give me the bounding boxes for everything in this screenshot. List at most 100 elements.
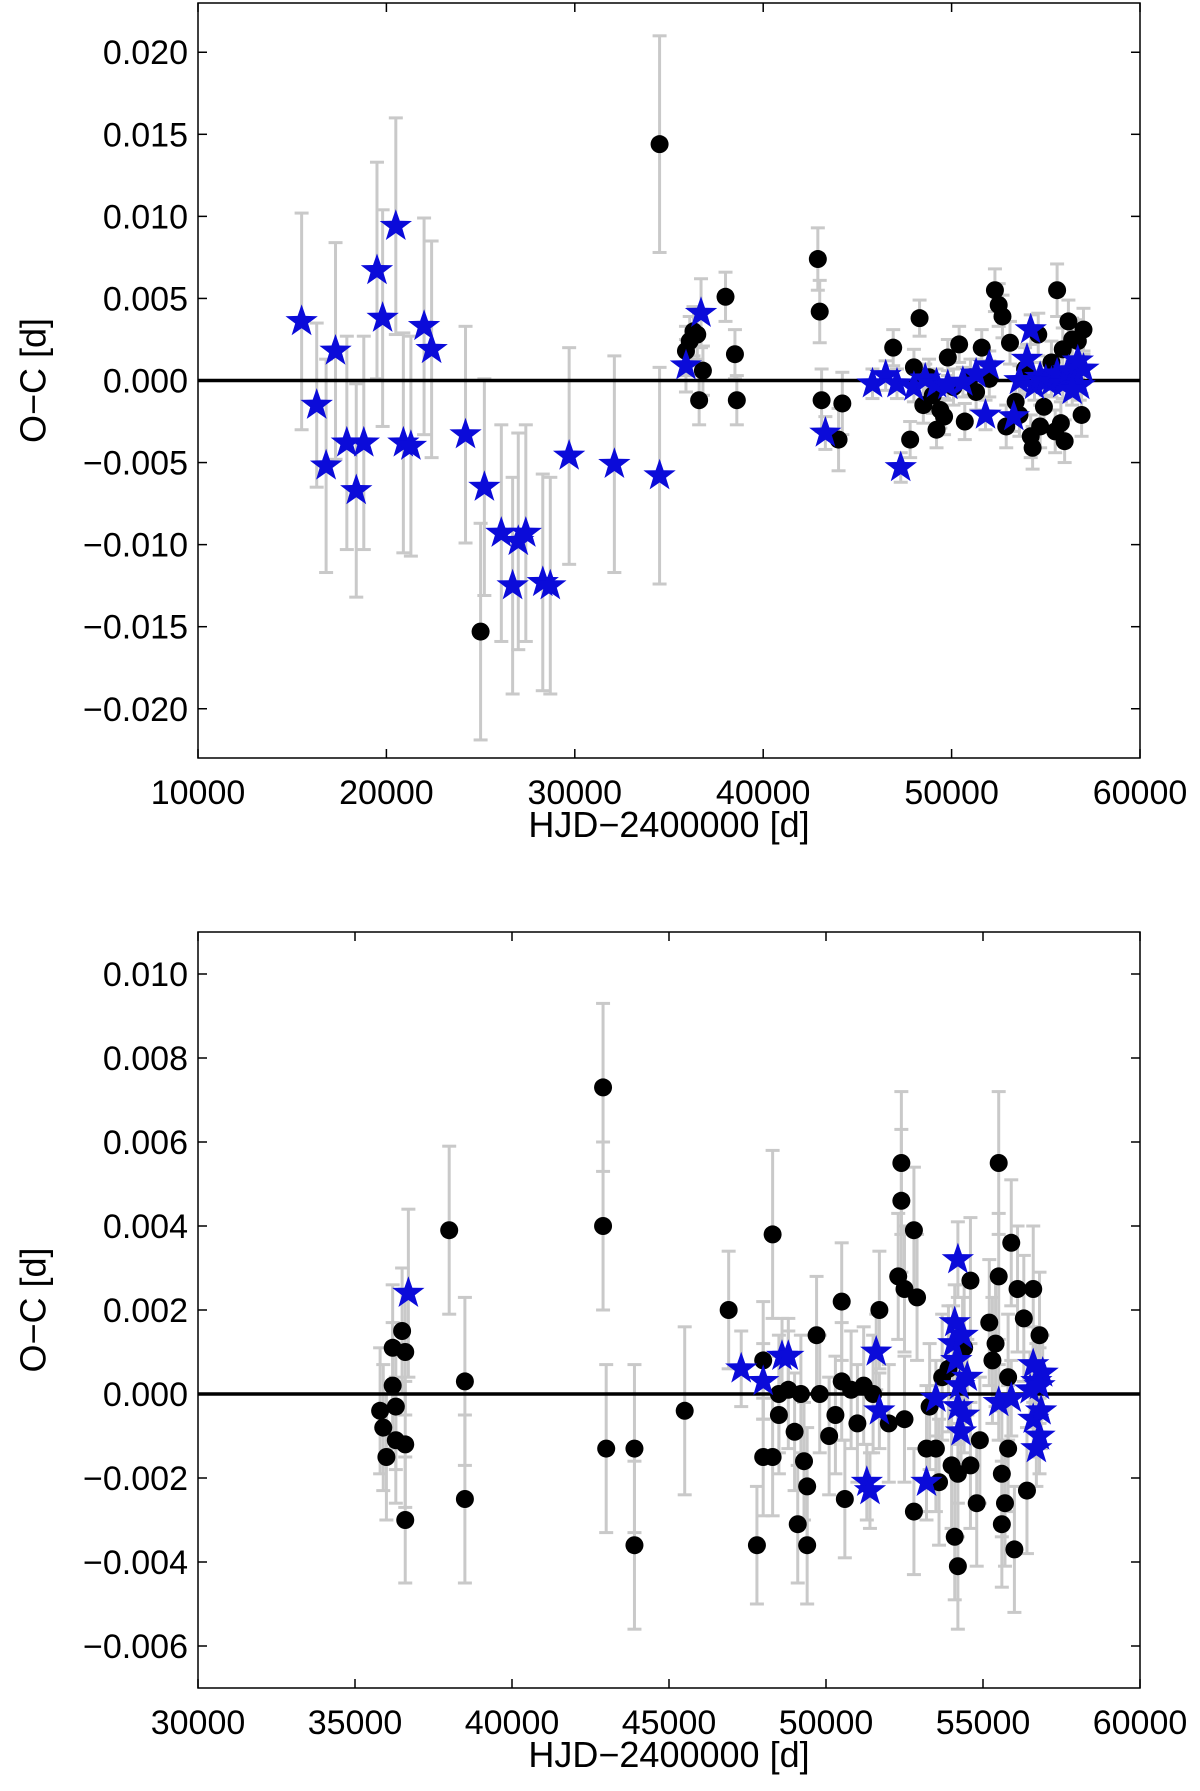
data-point-circle [1059,312,1078,331]
data-point-star [1063,368,1096,400]
data-point-circle [377,1448,396,1466]
data-point-circle [594,1217,613,1235]
data-point-circle [999,1368,1018,1387]
y-tick-label: −0.015 [83,609,188,647]
x-axis-label: HJD−2400000 [d] [528,804,809,845]
data-point-circle [848,1414,867,1433]
data-point-star [300,388,333,419]
data-point-circle [791,1385,810,1403]
data-point-circle [908,1288,927,1307]
data-point-circle [833,394,852,413]
data-point-circle [935,407,954,426]
data-point-circle [810,302,829,321]
x-tick-label: 60000 [1093,774,1188,812]
data-point-star [415,332,448,364]
data-point-circle [993,307,1012,326]
data-point-star [553,439,586,470]
data-point-circle [810,1385,829,1403]
data-point-circle [625,1439,644,1458]
x-tick-label: 55000 [936,1704,1031,1742]
data-point-circle [892,1191,911,1210]
data-point-circle [440,1221,459,1240]
data-point-star [941,1242,974,1274]
data-point-circle [393,1322,412,1340]
data-point-star [1023,1419,1056,1450]
data-point-star [347,425,380,457]
y-tick-label: −0.005 [83,445,188,483]
x-tick-label: 30000 [151,1704,246,1742]
data-point-circle [926,1439,945,1458]
x-tick-label: 50000 [779,1704,874,1742]
data-point-circle [826,1406,845,1424]
data-point-star [1061,343,1094,375]
data-point-star [860,1335,893,1366]
data-point-star [319,334,352,365]
data-point-star [360,253,394,285]
x-axis-label: HJD−2400000 [d] [528,1734,809,1775]
data-point-star [948,1398,981,1429]
data-point-star [884,450,917,482]
data-point-circle [1005,1540,1024,1559]
data-point-circle [1048,281,1067,300]
data-point-circle [938,348,957,367]
data-point-circle [594,1078,613,1097]
data-point-star [982,1385,1015,1417]
data-point-star [1014,312,1047,344]
data-point-circle [992,1515,1011,1534]
x-tick-label: 10000 [151,774,246,812]
data-point-star [973,348,1006,380]
y-tick-label: 0.000 [103,363,188,401]
data-point-star [997,399,1030,431]
data-point-star [747,1364,780,1396]
data-point-circle [1001,333,1020,352]
data-point-star [669,348,703,380]
data-point-star [340,473,373,505]
data-point-circle [884,338,903,357]
data-point-circle [961,1456,980,1475]
data-point-circle [970,1431,989,1450]
bottom-panel: 30000 35000 40000 45000 50000 55000 60000 −0.00… [13,931,1187,1775]
data-point-circle [961,1271,980,1290]
data-point-star [598,447,631,478]
data-point-circle [972,338,991,357]
x-tick-label: 50000 [904,774,999,812]
top-panel: 10000 20000 30000 40000 50000 60000 −0.020 −0.0… [13,2,1188,845]
data-point-star [1046,366,1079,398]
data-point-circle [747,1536,766,1555]
data-point-star [366,301,399,332]
y-tick-label: 0.010 [103,198,188,236]
data-point-star [643,458,676,490]
data-point-circle [693,361,712,380]
data-point-circle [374,1418,393,1437]
data-point-star [938,1305,971,1337]
data-point-circle [688,325,707,344]
data-point-circle [980,1313,999,1332]
data-point-star [379,209,412,240]
data-point-circle [807,1326,826,1345]
data-point-star [931,368,964,400]
data-point-circle [808,250,827,269]
data-point-circle [864,1385,883,1403]
y-axis-label: O−C [d] [13,1247,54,1372]
data-point-star [946,1318,979,1349]
data-point-star [725,1351,758,1383]
data-point-circle [967,1494,986,1513]
data-point-circle [945,1527,964,1546]
data-point-circle [950,335,969,354]
data-point-circle [795,1452,814,1471]
data-point-circle [904,358,923,377]
data-point-circle [455,1372,474,1391]
data-point-circle [1008,1280,1027,1298]
data-point-circle [471,622,490,641]
x-tick-label: 40000 [716,774,811,812]
data-point-circle [820,1427,839,1445]
y-tick-label: 0.005 [103,280,188,318]
data-point-circle [455,1490,474,1508]
data-point-circle [386,1397,405,1416]
y-tick-label: −0.020 [83,691,188,729]
data-point-circle [763,1448,782,1466]
x-tick-label: 45000 [622,1704,717,1742]
y-tick-label: 0.020 [103,34,188,72]
data-point-star [937,1326,970,1358]
data-point-star [534,568,567,600]
